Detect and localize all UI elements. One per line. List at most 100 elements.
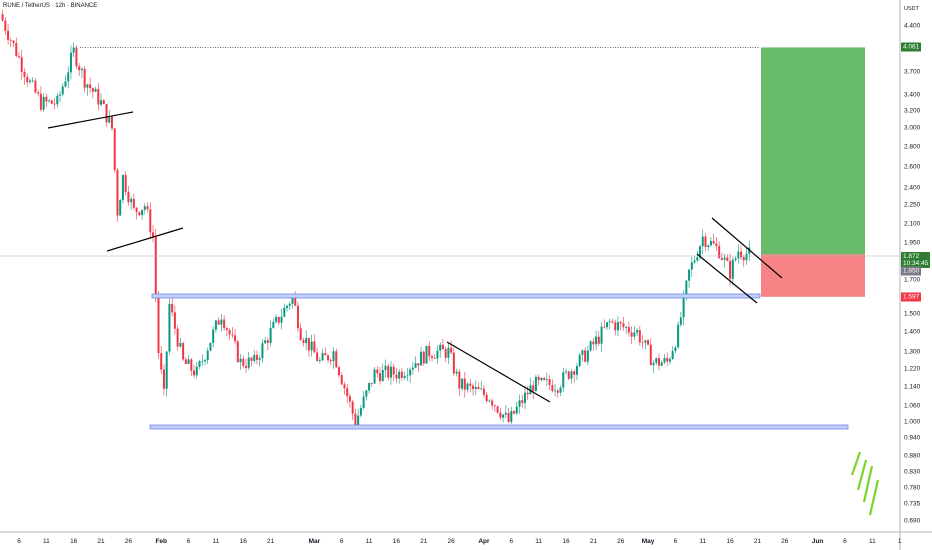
candle-body xyxy=(209,342,212,351)
candle-body xyxy=(406,375,409,377)
price-tick: 1.500 xyxy=(904,310,921,318)
candle-body xyxy=(182,343,185,360)
candle-body xyxy=(329,360,332,362)
last-price: 1.872 xyxy=(903,253,920,260)
candle-body xyxy=(507,412,510,422)
time-tick: Feb xyxy=(155,538,167,545)
candle-body xyxy=(119,200,122,216)
candle-body xyxy=(135,207,138,212)
candle-body xyxy=(89,84,92,89)
candle-body xyxy=(201,361,204,363)
candle-body xyxy=(15,43,18,57)
candle-body xyxy=(286,305,289,308)
candle-body xyxy=(184,359,187,365)
candle-body xyxy=(176,328,179,347)
candle-body xyxy=(674,347,677,352)
time-tick: 11 xyxy=(212,538,220,545)
time-tick: 26 xyxy=(124,538,133,545)
candle-body xyxy=(179,343,182,347)
candle-body xyxy=(482,388,485,395)
candle-body xyxy=(463,378,466,390)
candle-body xyxy=(116,169,119,216)
candle-body xyxy=(362,396,365,409)
candle-body xyxy=(622,323,625,328)
candle-body xyxy=(351,401,354,414)
candle-body xyxy=(206,350,209,361)
candle-body xyxy=(217,320,220,325)
candle-body xyxy=(348,396,351,402)
candle-body xyxy=(7,30,10,40)
candle-body xyxy=(203,360,206,362)
candle-body xyxy=(625,327,628,328)
candle-body xyxy=(236,341,239,363)
candle-body xyxy=(570,371,573,379)
time-tick: 6 xyxy=(17,538,21,545)
candle-body xyxy=(327,355,330,361)
candle-body xyxy=(296,305,299,329)
candle-body xyxy=(496,406,499,413)
candle-body xyxy=(228,329,231,335)
price-tick: 0.780 xyxy=(904,484,921,492)
candle-body xyxy=(573,371,576,375)
time-tick: 26 xyxy=(447,538,455,545)
candle-body xyxy=(409,369,412,376)
price-tick: 3.400 xyxy=(904,91,921,99)
candle-body xyxy=(433,357,436,359)
candle-body xyxy=(18,56,20,58)
candle-body xyxy=(12,40,15,44)
candle-body xyxy=(537,376,540,381)
candle-body xyxy=(149,209,152,233)
candle-body xyxy=(368,383,371,391)
candle-body xyxy=(450,347,453,353)
candle-body xyxy=(712,241,715,244)
candle-body xyxy=(152,232,155,237)
candle-body xyxy=(510,411,513,422)
candle-body xyxy=(638,330,641,343)
candle-body xyxy=(420,351,423,366)
time-tick: 6 xyxy=(509,538,514,545)
candle-body xyxy=(80,68,83,71)
candle-body xyxy=(162,369,165,389)
trend-line xyxy=(47,111,134,129)
candle-body xyxy=(275,316,278,322)
candle-body xyxy=(417,363,420,366)
price-tick: 1.400 xyxy=(904,328,921,336)
candle-body xyxy=(677,324,680,348)
candle-body xyxy=(198,361,201,367)
candle-body xyxy=(491,400,494,406)
candle-body xyxy=(657,358,660,366)
candle-body xyxy=(86,84,89,88)
candle-body xyxy=(578,354,581,367)
candle-body xyxy=(34,80,37,93)
candle-body xyxy=(318,360,321,362)
candle-body xyxy=(245,365,248,368)
time-tick: May xyxy=(641,538,655,545)
time-tick: 21 xyxy=(97,538,105,545)
candle-body xyxy=(581,350,584,355)
countdown: 10:34:45 xyxy=(903,260,929,267)
candle-body xyxy=(146,206,149,210)
candle-body xyxy=(600,326,603,344)
candle-body xyxy=(316,352,319,362)
candle-body xyxy=(543,377,546,380)
candle-body xyxy=(110,116,113,129)
candle-body xyxy=(250,357,253,361)
logo-stroke xyxy=(862,465,874,503)
candle-body xyxy=(447,347,450,358)
candle-body xyxy=(529,385,532,395)
candle-body xyxy=(64,81,67,87)
candle-body xyxy=(392,366,395,375)
trend-line xyxy=(711,217,783,279)
stop-price-tag: 1.597 xyxy=(901,292,922,302)
candle-body xyxy=(190,359,193,371)
candle-body xyxy=(545,379,548,380)
trend-line xyxy=(696,253,758,304)
candle-body xyxy=(701,236,704,247)
time-tick: 6 xyxy=(186,538,191,545)
candle-body xyxy=(160,353,163,370)
candle-body xyxy=(422,351,425,364)
price-tick: 4.400 xyxy=(904,22,921,30)
candle-body xyxy=(239,358,242,363)
candle-body xyxy=(168,303,171,352)
